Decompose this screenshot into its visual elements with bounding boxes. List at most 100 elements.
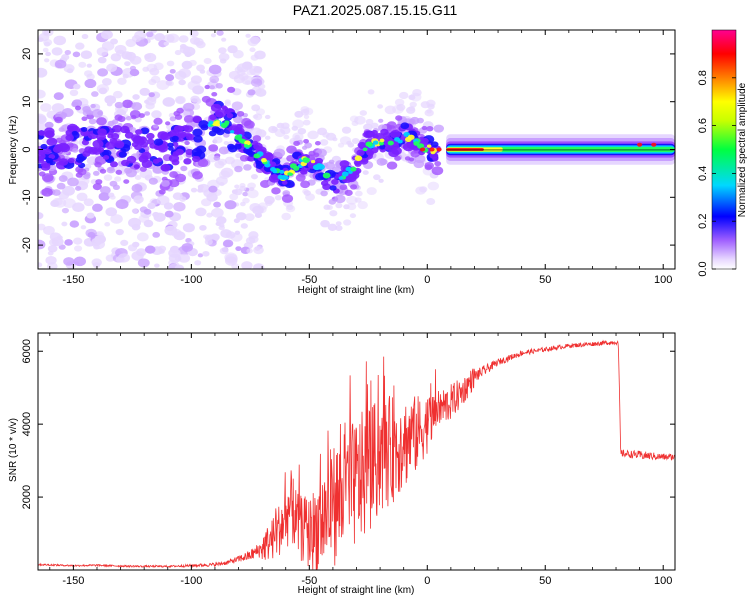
spectrogram-cell	[247, 37, 259, 47]
spectrogram-cell	[134, 144, 142, 151]
spectrogram-cell	[138, 214, 150, 223]
spectrogram-cell	[329, 185, 337, 191]
spectrogram-cell	[234, 230, 241, 235]
spectrogram-cell	[346, 195, 358, 205]
spectrogram-cell	[197, 253, 204, 258]
spectrogram-cell	[215, 82, 223, 89]
spectrogram-cell	[190, 187, 198, 193]
spectrogram-cell	[367, 89, 375, 95]
spectrogram-cell	[193, 135, 203, 143]
spectrogram-cell	[213, 155, 221, 161]
spectrogram-cell	[408, 94, 416, 101]
spectrogram-cell	[281, 212, 292, 221]
spectrogram-cell	[216, 216, 227, 225]
spectrogram-cell	[345, 166, 352, 172]
spectrogram-cell	[63, 257, 75, 266]
spectrogram-cell	[142, 66, 150, 72]
spectrogram-cell	[378, 178, 384, 183]
spectrogram-cell	[186, 133, 195, 141]
spectrogram-cell	[165, 121, 171, 126]
spectrogram-cell	[162, 97, 176, 107]
spectrogram-cell	[94, 161, 102, 168]
spectrogram-cell	[292, 165, 300, 171]
spectrogram-cell	[115, 228, 124, 236]
spectrogram-cell	[208, 64, 222, 75]
spectrogram-cell	[366, 187, 377, 196]
spectrogram-cell	[182, 61, 191, 69]
spectrogram-cell	[314, 140, 321, 146]
spectrogram-cell	[58, 175, 68, 183]
spectrogram-cell	[83, 70, 93, 77]
spectrogram-cell	[271, 187, 281, 195]
spectrogram-cell	[346, 202, 357, 211]
spectrogram-cell	[101, 149, 112, 158]
spectrogram-cell	[430, 141, 439, 148]
spectrogram-cell	[241, 261, 253, 269]
spectrogram-cell	[353, 160, 361, 166]
spectrogram-x-axis-label: Height of straight line (km)	[298, 285, 415, 296]
spectrogram-cell	[138, 155, 149, 163]
spectrogram-cell	[178, 125, 186, 131]
spectrogram-cell	[184, 51, 192, 58]
spectrogram-cell	[180, 165, 188, 172]
spectrogram-cell	[241, 61, 253, 70]
spectrogram-cell	[99, 168, 107, 174]
spectrogram-cell	[58, 158, 69, 166]
spectrogram-cell	[218, 47, 227, 54]
spectrogram-cell	[286, 145, 297, 154]
spectrogram-cell	[426, 125, 434, 132]
spectrogram-cell	[148, 92, 155, 98]
spectrogram-cell	[302, 188, 309, 194]
spectrogram-cell	[366, 150, 374, 156]
spectrogram-cell	[172, 141, 179, 147]
spectrogram-cell	[117, 253, 131, 263]
spectrogram-cell	[347, 142, 355, 148]
spectrogram-cell	[204, 238, 213, 246]
spectrogram-cell	[235, 212, 247, 221]
spectrogram-cell	[338, 176, 344, 180]
spectrogram-cell	[239, 185, 247, 192]
spectrogram-cell	[302, 157, 310, 163]
spectrogram-cell	[61, 221, 68, 227]
spectrogram-cell	[151, 110, 162, 119]
spectrogram-cell	[58, 191, 70, 200]
spectrogram-cell	[328, 198, 337, 205]
spectrogram-cell	[302, 119, 311, 126]
spectrogram-cell	[343, 219, 352, 226]
spectrogram-cell	[341, 126, 352, 134]
spectrogram-cell	[236, 68, 246, 76]
spectrogram-cell	[274, 194, 282, 201]
spectrogram-cell	[92, 139, 104, 149]
spectrogram-cell	[77, 168, 87, 176]
spectrogram-cell	[357, 141, 367, 149]
spectrogram-cell	[243, 144, 249, 148]
spectrogram-cell	[131, 102, 143, 111]
spectrogram-cell	[234, 165, 243, 173]
spectrogram-cell	[51, 103, 65, 113]
spectrogram-cell	[64, 239, 73, 246]
spectrogram-cell	[135, 129, 143, 135]
spectrogram-cell	[131, 208, 138, 214]
snr-x-tick-label: 0	[424, 575, 430, 587]
spectrogram-cell	[234, 184, 240, 189]
spectrogram-cell	[249, 47, 256, 53]
spectrogram-x-tick-label: -100	[180, 274, 202, 286]
spectrogram-cell	[213, 136, 223, 144]
spectrogram-cell	[72, 51, 81, 58]
spectrogram-cell	[242, 191, 249, 197]
spectrogram-cell	[148, 177, 158, 185]
spectrogram-cell	[329, 210, 338, 217]
spectrogram-cell	[376, 157, 387, 166]
spectrogram-cell	[339, 160, 350, 168]
spectrogram-cell	[326, 205, 333, 210]
spectrogram-cell	[294, 110, 304, 118]
spectrogram-cell	[350, 166, 357, 172]
spectrogram-cell	[191, 155, 201, 163]
spectrogram-cell	[395, 115, 403, 121]
spectrogram-cell	[161, 180, 170, 187]
spectrogram-cell	[110, 38, 119, 45]
spectrogram-cell	[110, 161, 118, 168]
spectrogram-cell	[429, 147, 435, 152]
spectrogram-cell	[131, 35, 142, 43]
spectrogram-cell	[146, 132, 155, 140]
